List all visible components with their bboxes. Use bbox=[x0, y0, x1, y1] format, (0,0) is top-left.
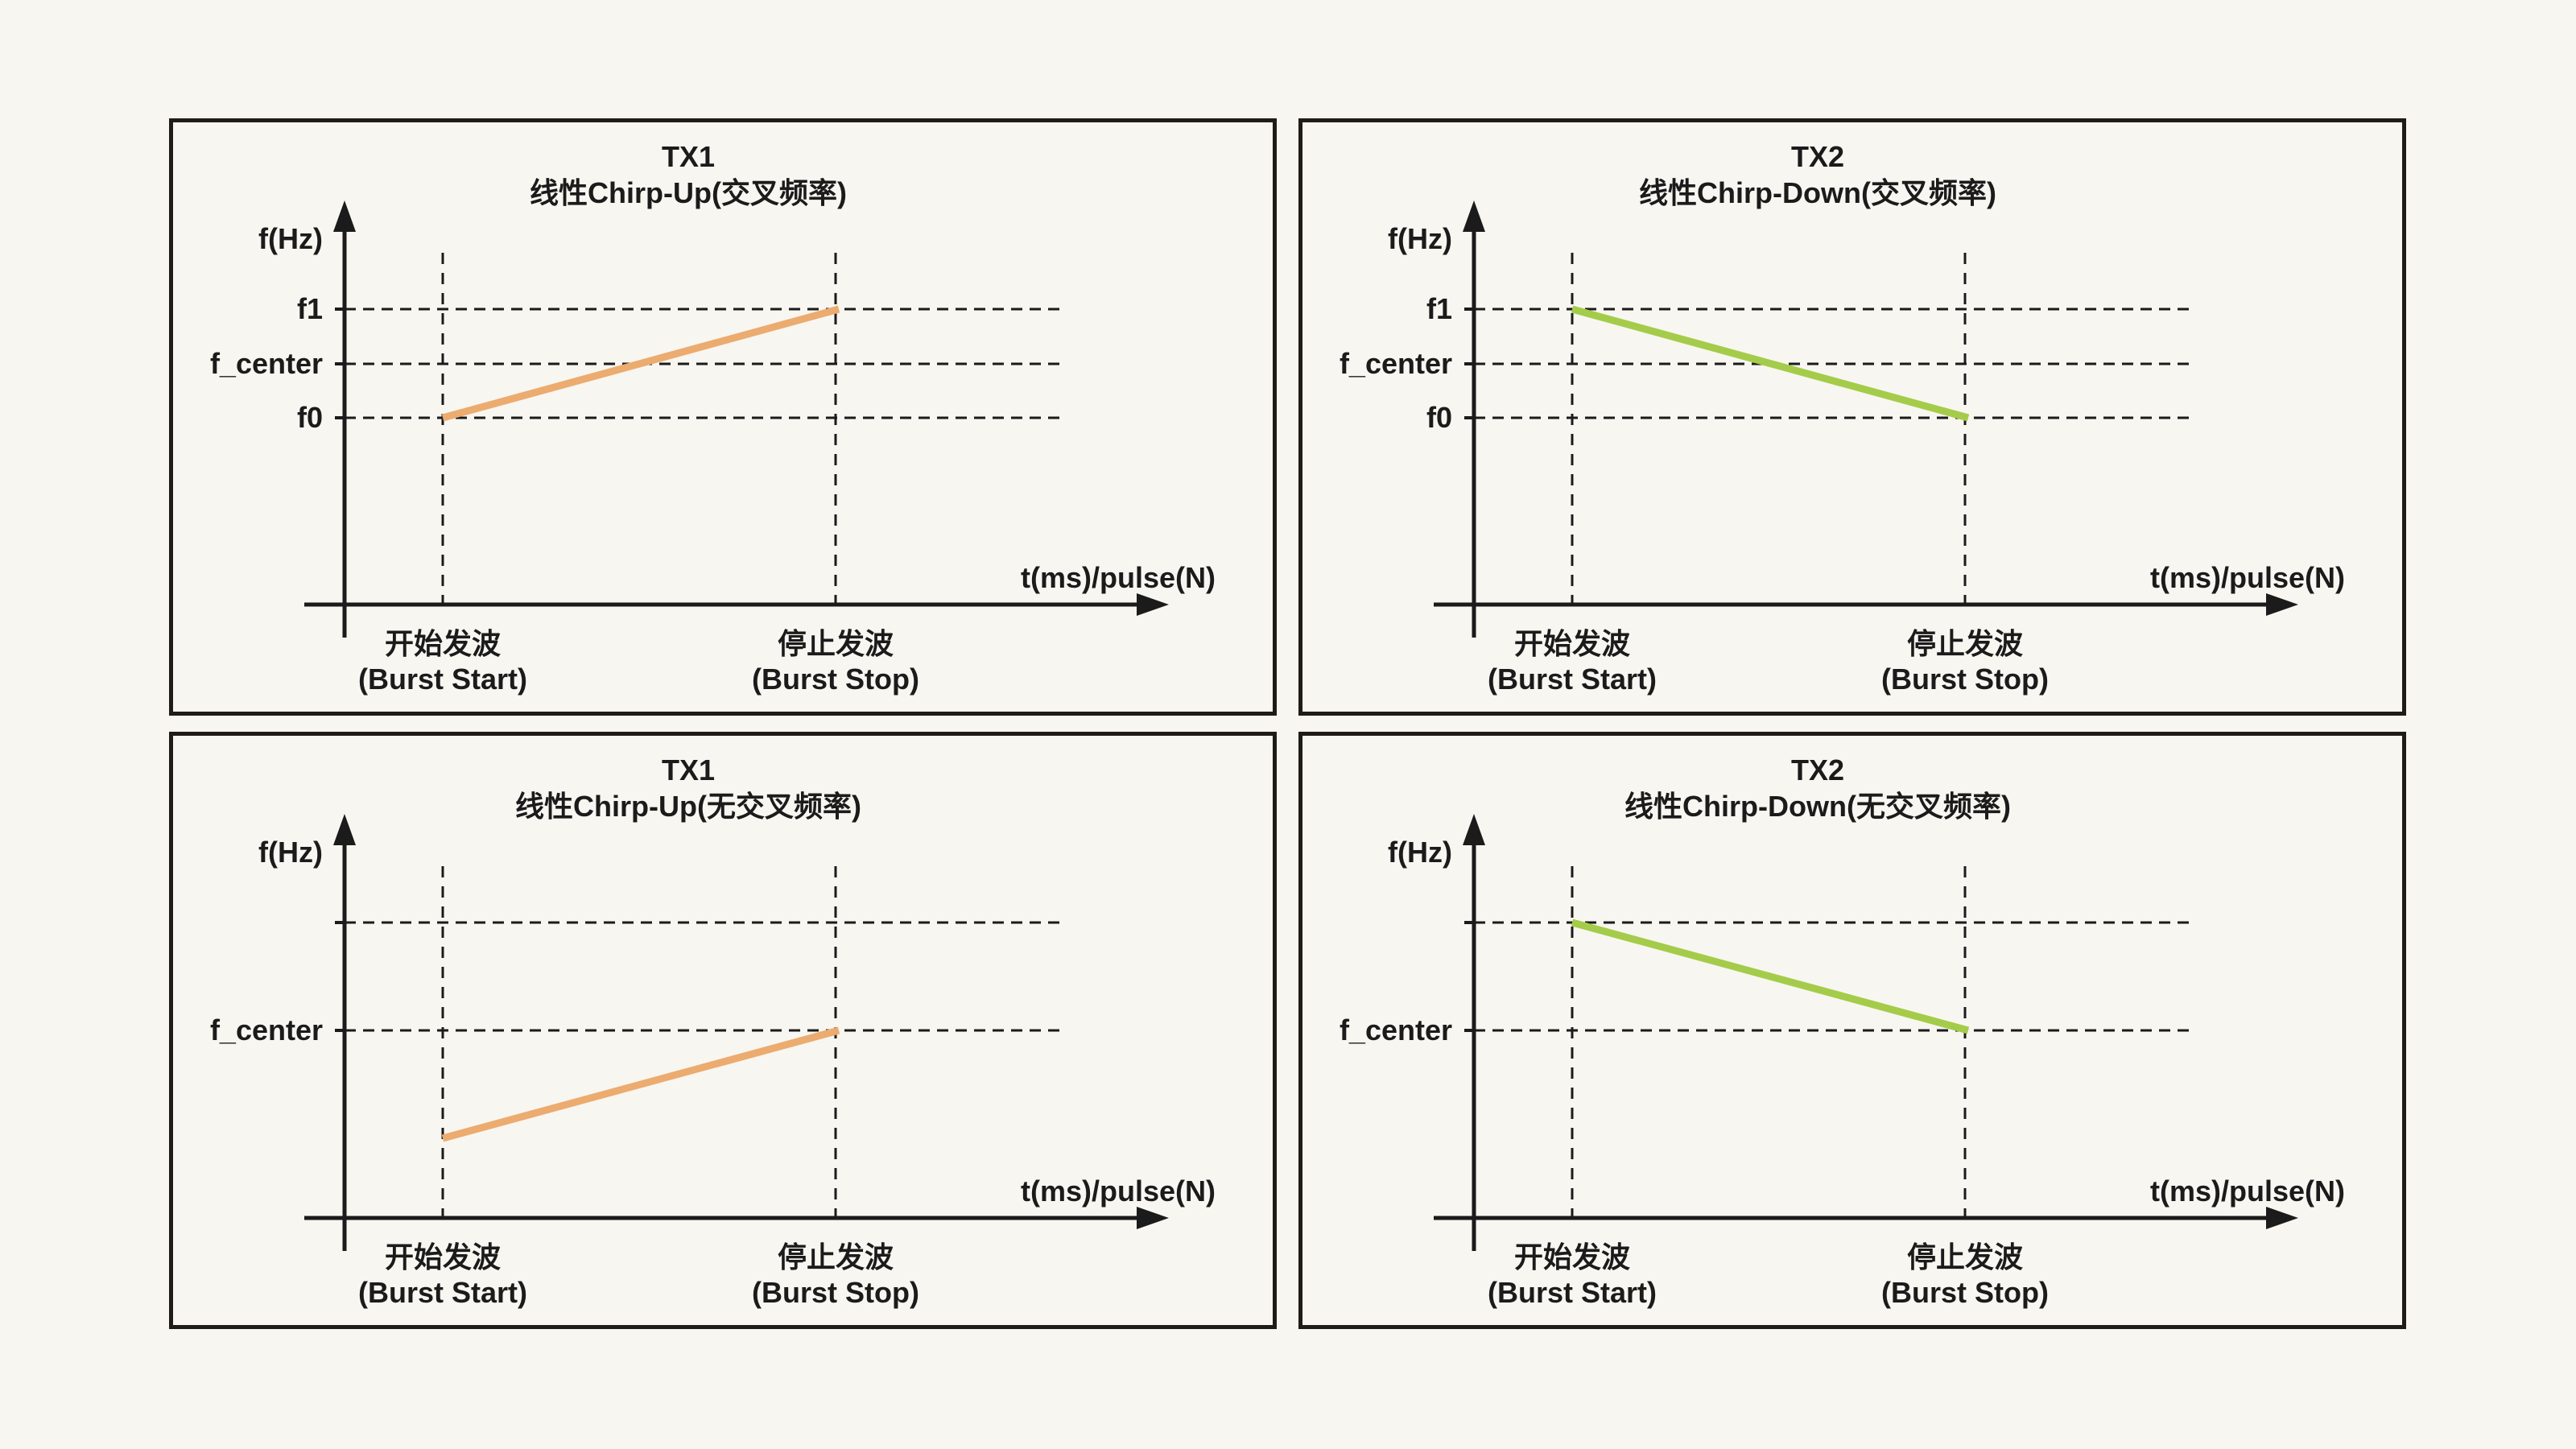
burst-start-label-en: (Burst Start) bbox=[358, 1276, 527, 1309]
panel-title-line1: TX2 bbox=[1791, 753, 1844, 786]
panel-title-line1: TX1 bbox=[662, 140, 715, 173]
panel-tx1-chirp-up-crossed: TX1 线性Chirp-Up(交叉频率) f(Hz) t(ms)/pulse(N… bbox=[169, 118, 1277, 716]
x-axis-arrowhead-icon bbox=[1137, 1207, 1169, 1229]
x-axis-arrowhead-icon bbox=[1137, 593, 1169, 616]
y-tick-label-f-center: f_center bbox=[210, 347, 323, 380]
x-axis-label: t(ms)/pulse(N) bbox=[1021, 561, 1216, 594]
panel-title-line1: TX1 bbox=[662, 753, 715, 786]
panel-canvas: TX1 线性Chirp-Up(无交叉频率) f(Hz) t(ms)/pulse(… bbox=[210, 753, 1216, 1309]
burst-start-label-en: (Burst Start) bbox=[1488, 663, 1657, 696]
panel-title-line2: 线性Chirp-Up(交叉频率) bbox=[530, 176, 847, 209]
burst-start-label-zh: 开始发波 bbox=[385, 627, 501, 660]
x-axis-arrowhead-icon bbox=[2266, 593, 2298, 616]
y-axis-label: f(Hz) bbox=[1388, 222, 1452, 255]
y-tick-label-f-center: f_center bbox=[1340, 347, 1452, 380]
y-axis-arrowhead-icon bbox=[333, 814, 356, 845]
panel-tx1-chirp-up-noncrossed: TX1 线性Chirp-Up(无交叉频率) f(Hz) t(ms)/pulse(… bbox=[169, 732, 1277, 1329]
burst-stop-label-zh: 停止发波 bbox=[778, 1241, 894, 1274]
panel-tx2-chirp-down-noncrossed: TX2 线性Chirp-Down(无交叉频率) f(Hz) t(ms)/puls… bbox=[1298, 732, 2406, 1329]
burst-start-label-en: (Burst Start) bbox=[358, 663, 527, 696]
chirp-line bbox=[441, 1026, 840, 1142]
burst-stop-label-zh: 停止发波 bbox=[778, 627, 894, 660]
burst-stop-label-zh: 停止发波 bbox=[1907, 627, 2023, 660]
y-axis-arrowhead-icon bbox=[333, 200, 356, 232]
y-axis-label: f(Hz) bbox=[258, 222, 323, 255]
burst-stop-label-en: (Burst Stop) bbox=[1881, 1276, 2049, 1309]
y-tick-label-f0: f0 bbox=[1426, 401, 1452, 434]
y-axis-label: f(Hz) bbox=[258, 836, 323, 869]
y-tick-label-f1: f1 bbox=[1426, 292, 1452, 325]
panel-title-line1: TX2 bbox=[1791, 140, 1844, 173]
burst-stop-label-en: (Burst Stop) bbox=[1881, 663, 2049, 696]
burst-start-label-zh: 开始发波 bbox=[1514, 627, 1630, 660]
y-tick-label-f-center: f_center bbox=[1340, 1013, 1452, 1046]
x-axis-label: t(ms)/pulse(N) bbox=[1021, 1174, 1216, 1208]
y-tick-label-f1: f1 bbox=[297, 292, 323, 325]
panel-title-line2: 线性Chirp-Up(无交叉频率) bbox=[515, 790, 861, 823]
x-axis-label: t(ms)/pulse(N) bbox=[2150, 561, 2345, 594]
y-tick-label-f-center: f_center bbox=[210, 1013, 323, 1046]
burst-start-label-zh: 开始发波 bbox=[385, 1241, 501, 1274]
burst-start-label-en: (Burst Start) bbox=[1488, 1276, 1657, 1309]
x-axis-label: t(ms)/pulse(N) bbox=[2150, 1174, 2345, 1208]
panel-tx2-chirp-down-crossed: TX2 线性Chirp-Down(交叉频率) f(Hz) t(ms)/pulse… bbox=[1298, 118, 2406, 716]
chirp-line bbox=[1571, 305, 1970, 422]
x-axis-arrowhead-icon bbox=[2266, 1207, 2298, 1229]
burst-stop-label-en: (Burst Stop) bbox=[752, 663, 919, 696]
panel-canvas: TX2 线性Chirp-Down(无交叉频率) f(Hz) t(ms)/puls… bbox=[1340, 753, 2345, 1309]
y-axis-arrowhead-icon bbox=[1463, 200, 1485, 232]
burst-stop-label-en: (Burst Stop) bbox=[752, 1276, 919, 1309]
chirp-line bbox=[441, 305, 840, 422]
panel-title-line2: 线性Chirp-Down(交叉频率) bbox=[1639, 176, 1996, 209]
y-axis-arrowhead-icon bbox=[1463, 814, 1485, 845]
chirp-line bbox=[1571, 919, 1970, 1034]
burst-stop-label-zh: 停止发波 bbox=[1907, 1241, 2023, 1274]
burst-start-label-zh: 开始发波 bbox=[1514, 1241, 1630, 1274]
y-tick-label-f0: f0 bbox=[297, 401, 323, 434]
panel-canvas: TX1 线性Chirp-Up(交叉频率) f(Hz) t(ms)/pulse(N… bbox=[210, 140, 1216, 696]
y-axis-label: f(Hz) bbox=[1388, 836, 1452, 869]
panel-canvas: TX2 线性Chirp-Down(交叉频率) f(Hz) t(ms)/pulse… bbox=[1340, 140, 2345, 696]
panel-title-line2: 线性Chirp-Down(无交叉频率) bbox=[1624, 790, 2011, 823]
